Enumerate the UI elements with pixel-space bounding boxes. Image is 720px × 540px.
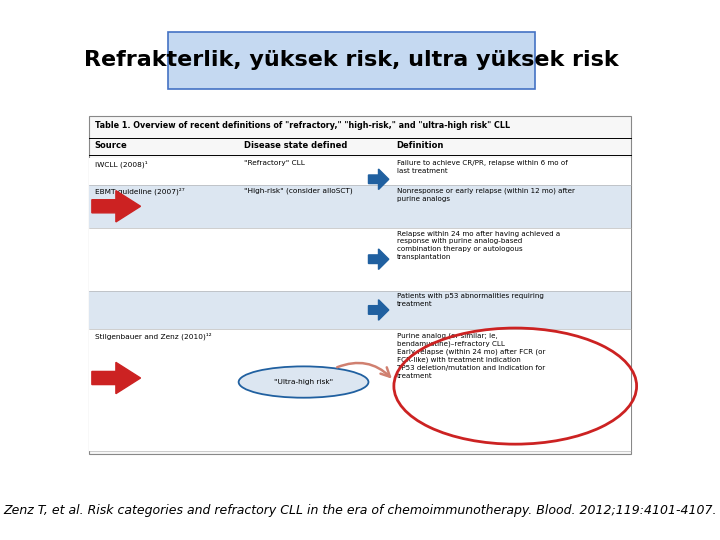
Text: Table 1. Overview of recent definitions of "refractory," "high-risk," and "ultra: Table 1. Overview of recent definitions … (95, 122, 510, 131)
FancyBboxPatch shape (89, 329, 631, 451)
FancyArrow shape (92, 362, 140, 394)
Text: "Ultra-high risk": "Ultra-high risk" (274, 379, 333, 385)
FancyBboxPatch shape (89, 185, 631, 228)
FancyBboxPatch shape (89, 228, 631, 291)
Text: EBMT guideline (2007)²⁷: EBMT guideline (2007)²⁷ (95, 187, 184, 195)
Text: Relapse within 24 mo after having achieved a
response with purine analog-based
c: Relapse within 24 mo after having achiev… (397, 231, 560, 260)
Text: Nonresponse or early relapse (within 12 mo) after
purine analogs: Nonresponse or early relapse (within 12 … (397, 187, 575, 201)
Text: Disease state defined: Disease state defined (244, 141, 348, 150)
Text: Purine analog (or similar; ie,
bendamustine)–refractory CLL
Early relapse (withi: Purine analog (or similar; ie, bendamust… (397, 332, 545, 379)
Ellipse shape (238, 366, 369, 397)
Text: Failure to achieve CR/PR, relapse within 6 mo of
last treatment: Failure to achieve CR/PR, relapse within… (397, 160, 567, 174)
Text: Zenz T, et al. Risk categories and refractory CLL in the era of chemoimmunothera: Zenz T, et al. Risk categories and refra… (4, 504, 716, 517)
Text: "Refractory" CLL: "Refractory" CLL (244, 160, 305, 166)
Text: Refrakterlik, yüksek risk, ultra yüksek risk: Refrakterlik, yüksek risk, ultra yüksek … (84, 50, 619, 71)
Text: IWCLL (2008)¹: IWCLL (2008)¹ (95, 160, 148, 168)
Text: "High-risk" (consider alloSCT): "High-risk" (consider alloSCT) (244, 187, 353, 194)
FancyArrow shape (369, 169, 389, 190)
Text: Patients with p53 abnormalities requiring
treatment: Patients with p53 abnormalities requirin… (397, 293, 544, 307)
Text: Source: Source (95, 141, 127, 150)
FancyBboxPatch shape (168, 32, 535, 89)
FancyBboxPatch shape (89, 158, 631, 185)
Text: Definition: Definition (397, 141, 444, 150)
FancyBboxPatch shape (89, 291, 631, 329)
FancyArrow shape (92, 191, 140, 222)
FancyArrow shape (369, 249, 389, 269)
FancyArrow shape (369, 300, 389, 320)
FancyBboxPatch shape (89, 116, 631, 454)
Text: Stilgenbauer and Zenz (2010)¹²: Stilgenbauer and Zenz (2010)¹² (95, 332, 211, 340)
